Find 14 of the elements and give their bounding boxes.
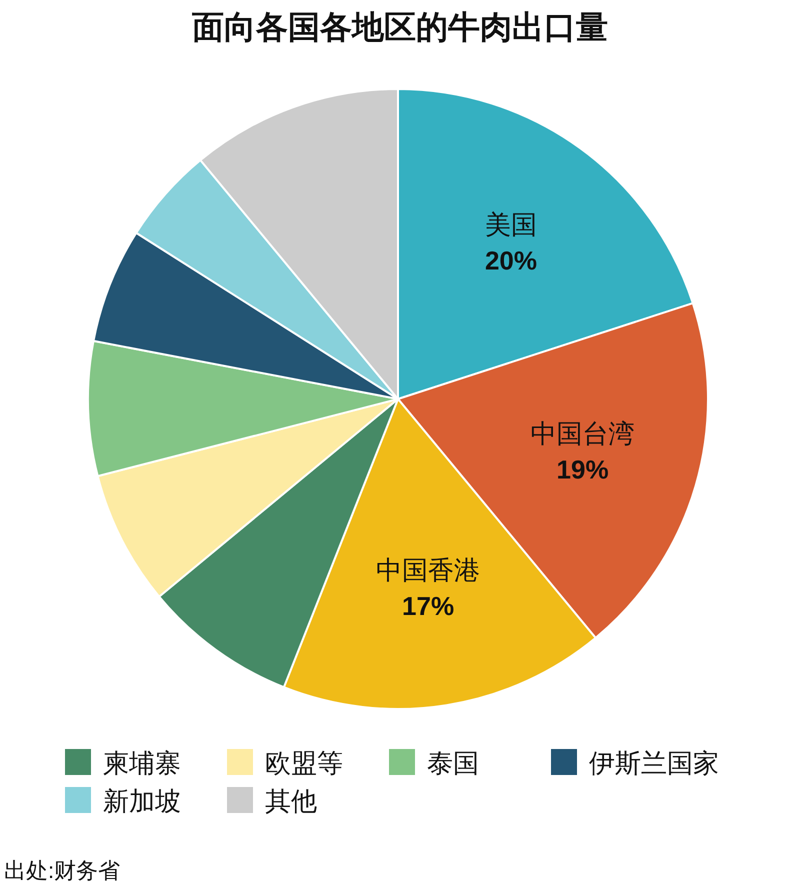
text: 出处:财务省: [4, 858, 120, 883]
slice-label: 美国: [484, 210, 537, 240]
data-label: 17%: [402, 590, 454, 621]
slice-label: 中国香港: [376, 554, 480, 585]
legend-label: 其他: [265, 786, 317, 816]
legend-label: 新加坡: [103, 786, 181, 816]
legend-label: 伊斯兰国家: [589, 748, 719, 778]
slice-label: 中国台湾: [530, 418, 635, 449]
data-label: 19%: [556, 454, 609, 485]
legend-label: 泰国: [427, 748, 479, 778]
legend-label: 欧盟等: [265, 748, 343, 778]
legend-label: 柬埔寨: [103, 748, 181, 778]
chart-title: 面向各国各地区的牛肉出口量: [192, 9, 608, 45]
data-label: 20%: [484, 246, 537, 276]
